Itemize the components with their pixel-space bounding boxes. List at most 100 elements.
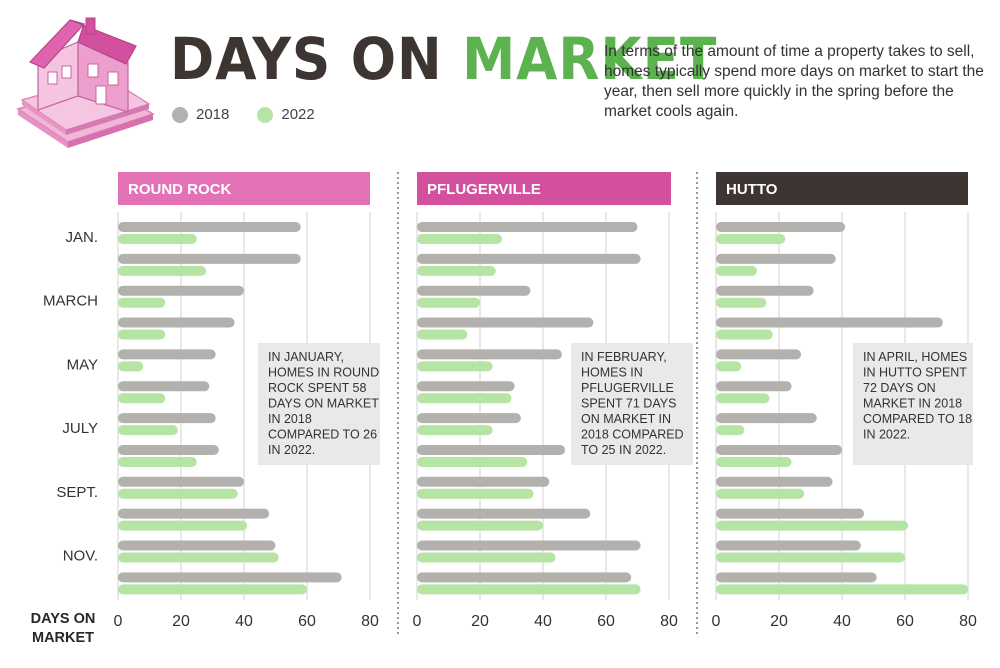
- x-tick-hutto-40: 40: [833, 613, 851, 630]
- bar-pflugerville-2018-nov: [417, 540, 641, 551]
- note-line-hutto-6: IN 2022.: [863, 428, 910, 442]
- page-title: DAYS ON MARKET: [170, 30, 717, 88]
- bar-hutto-2018-feb: [716, 253, 836, 264]
- bar-pflugerville-2022-aug: [417, 456, 528, 467]
- note-box-round-rock: [258, 343, 380, 465]
- bar-hutto-2018-may: [716, 349, 802, 360]
- note-line-hutto-4: MARKET IN 2018: [863, 397, 962, 411]
- bar-pflugerville-2018-jun: [417, 381, 515, 392]
- panel-header-round-rock: [118, 172, 370, 205]
- x-tick-pflugerville-60: 60: [597, 613, 615, 630]
- x-tick-pflugerville-0: 0: [413, 613, 422, 630]
- x-tick-round-rock-80: 80: [361, 613, 379, 630]
- panel-title-round-rock: ROUND ROCK: [128, 181, 231, 198]
- bar-hutto-2018-jun: [716, 381, 792, 392]
- note-line-hutto-2: IN HUTTO SPENT: [863, 366, 967, 380]
- bar-hutto-2022-apr: [716, 329, 773, 340]
- bar-pflugerville-2022-jun: [417, 393, 512, 404]
- title-word-days-on: DAYS ON: [170, 25, 443, 93]
- bar-round-rock-2018-nov: [118, 540, 276, 551]
- bar-round-rock-2018-jul: [118, 413, 216, 424]
- panel-title-pflugerville: PFLUGERVILLE: [427, 181, 541, 198]
- month-label-march: MARCH: [43, 293, 98, 310]
- bar-hutto-2022-may: [716, 361, 742, 372]
- month-label-july: JULY: [62, 420, 98, 437]
- bar-pflugerville-2018-jan: [417, 222, 638, 232]
- bar-round-rock-2018-jan: [118, 222, 301, 232]
- legend-item-2018: 2018: [172, 106, 229, 123]
- note-line-pflugerville-4: SPENT 71 DAYS: [581, 397, 676, 411]
- bar-round-rock-2018-dec: [118, 572, 342, 583]
- month-label-nov: NOV.: [63, 548, 98, 565]
- legend-label-2022: 2022: [281, 106, 315, 123]
- bar-pflugerville-2022-feb: [417, 265, 496, 276]
- note-line-round-rock-7: IN 2022.: [268, 443, 315, 457]
- panel-header-pflugerville: [417, 172, 671, 205]
- panel-title-hutto: HUTTO: [726, 181, 778, 198]
- bar-round-rock-2018-aug: [118, 444, 219, 455]
- bar-pflugerville-2018-sep: [417, 476, 550, 487]
- bar-hutto-2018-apr: [716, 317, 943, 328]
- bar-pflugerville-2022-nov: [417, 552, 556, 563]
- month-label-sept: SEPT.: [56, 484, 98, 501]
- bar-hutto-2022-jun: [716, 393, 770, 404]
- x-axis-label-line-1: DAYS ON: [31, 611, 96, 627]
- x-tick-hutto-80: 80: [959, 613, 977, 630]
- house-icon: [16, 17, 155, 148]
- bar-round-rock-2018-apr: [118, 317, 235, 328]
- bar-round-rock-2018-mar: [118, 285, 244, 296]
- bar-pflugerville-2018-apr: [417, 317, 594, 328]
- x-tick-round-rock-20: 20: [172, 613, 190, 630]
- bar-hutto-2022-jan: [716, 234, 786, 244]
- bar-round-rock-2018-feb: [118, 253, 301, 264]
- bar-hutto-2022-feb: [716, 265, 757, 276]
- bar-round-rock-2022-jan: [118, 234, 197, 244]
- bar-hutto-2018-nov: [716, 540, 861, 551]
- bar-pflugerville-2022-dec: [417, 584, 641, 595]
- bar-hutto-2022-sep: [716, 488, 805, 499]
- note-text-pflugerville: IN FEBRUARY, HOMES IN PFLUGERVILLE SPENT 71…: [581, 350, 684, 457]
- bar-hutto-2018-dec: [716, 572, 877, 583]
- note-box-pflugerville: [571, 343, 693, 465]
- bar-pflugerville-2018-may: [417, 349, 562, 360]
- x-tick-pflugerville-80: 80: [660, 613, 678, 630]
- legend-item-2022: 2022: [257, 106, 315, 123]
- bar-round-rock-2022-dec: [118, 584, 307, 595]
- panel-header-hutto: [716, 172, 968, 205]
- bar-hutto-2022-jul: [716, 425, 745, 436]
- bar-round-rock-2022-aug: [118, 456, 197, 467]
- bar-pflugerville-2022-may: [417, 361, 493, 372]
- note-line-round-rock-1: IN JANUARY,: [268, 350, 344, 364]
- panel-pflugerville: PFLUGERVILLE 0 20 40 60 80 IN FEBRUARY, HOMES I…: [413, 172, 693, 630]
- title-word-market: MARKET: [462, 25, 718, 93]
- x-tick-pflugerville-20: 20: [471, 613, 489, 630]
- legend-swatch-2018: [172, 106, 188, 123]
- bar-pflugerville-2022-mar: [417, 297, 480, 308]
- note-text-round-rock: IN JANUARY, HOMES IN ROUND ROCK SPENT 58 DA…: [268, 350, 379, 457]
- bar-round-rock-2018-jun: [118, 381, 210, 392]
- bar-round-rock-2018-sep: [118, 476, 244, 487]
- bar-pflugerville-2018-dec: [417, 572, 632, 583]
- note-line-hutto-5: COMPARED TO 18: [863, 412, 972, 426]
- bar-pflugerville-2022-jan: [417, 234, 503, 244]
- bar-pflugerville-2022-jul: [417, 425, 493, 436]
- bar-round-rock-2022-oct: [118, 520, 248, 531]
- note-line-round-rock-3: ROCK SPENT 58: [268, 381, 366, 395]
- month-label-jan: JAN.: [65, 229, 98, 246]
- legend-label-2018: 2018: [196, 106, 230, 123]
- note-line-pflugerville-7: TO 25 IN 2022.: [581, 443, 666, 457]
- x-tick-round-rock-40: 40: [235, 613, 253, 630]
- bar-hutto-2018-jan: [716, 222, 846, 232]
- bar-hutto-2018-aug: [716, 444, 842, 455]
- bar-round-rock-2022-jun: [118, 393, 166, 404]
- bar-round-rock-2018-oct: [118, 508, 270, 519]
- x-tick-pflugerville-40: 40: [534, 613, 552, 630]
- legend-swatch-2022: [257, 106, 274, 123]
- bar-round-rock-2018-may: [118, 349, 216, 360]
- bar-round-rock-2022-feb: [118, 265, 207, 276]
- bar-hutto-2022-oct: [716, 520, 909, 531]
- note-line-hutto-3: 72 DAYS ON: [863, 381, 936, 395]
- x-tick-round-rock-60: 60: [298, 613, 316, 630]
- bar-hutto-2022-mar: [716, 297, 767, 308]
- bar-round-rock-2022-nov: [118, 552, 279, 563]
